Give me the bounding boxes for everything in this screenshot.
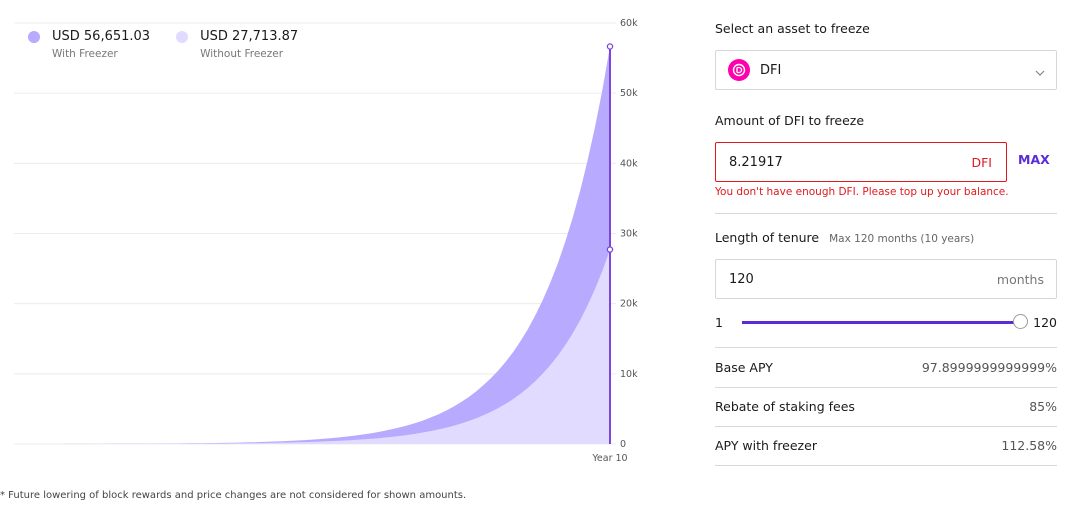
divider xyxy=(715,426,1057,427)
dfi-token-icon xyxy=(728,59,750,81)
legend-without-freezer-value: USD 27,713.87 xyxy=(200,29,299,44)
with-freezer-area xyxy=(14,46,610,444)
y-tick-label: 0 xyxy=(620,439,626,450)
legend-without-freezer-swatch xyxy=(176,31,189,43)
legend-with-freezer: USD 56,651.03 With Freezer xyxy=(28,28,150,60)
y-axis-ticks: 0 10k 20k 30k 40k 50k 60k xyxy=(620,18,638,450)
stat-value: 112.58% xyxy=(1001,438,1057,453)
divider xyxy=(715,387,1057,388)
stat-apy-with-freezer: APY with freezer 112.58% xyxy=(715,438,1057,453)
amount-input-value[interactable]: 8.21917 xyxy=(729,154,783,170)
y-tick-label: 10k xyxy=(620,369,638,380)
tenure-unit: months xyxy=(996,271,1044,287)
stat-value: 85% xyxy=(1029,399,1057,414)
divider xyxy=(715,347,1057,348)
stat-value: 97.8999999999999% xyxy=(921,360,1057,375)
chart-grid xyxy=(14,22,616,445)
tenure-hint: Max 120 months (10 years) xyxy=(829,233,975,245)
asset-select-value: DFI xyxy=(760,62,782,78)
slider-max-label: 120 xyxy=(1033,315,1057,330)
legend-without-freezer: USD 27,713.87 Without Freezer xyxy=(176,28,298,60)
tenure-slider[interactable]: 1 120 xyxy=(715,312,1057,334)
stat-label: APY with freezer xyxy=(715,438,817,453)
with-freezer-marker xyxy=(606,43,614,50)
amount-label: Amount of DFI to freeze xyxy=(715,113,865,128)
divider xyxy=(715,213,1057,214)
tenure-label: Length of tenure xyxy=(715,230,820,245)
growth-chart: 0 10k 20k 30k 40k 50k 60k Year 10 xyxy=(14,18,638,464)
x-axis-label-end: Year 10 xyxy=(591,453,627,464)
tenure-input[interactable]: 120 months xyxy=(715,259,1057,299)
slider-thumb[interactable] xyxy=(1013,314,1028,329)
asset-select[interactable]: DFI xyxy=(715,50,1057,90)
legend-with-freezer-value: USD 56,651.03 xyxy=(52,29,151,44)
y-tick-label: 50k xyxy=(620,88,638,99)
without-freezer-marker xyxy=(606,246,614,253)
legend-without-freezer-label: Without Freezer xyxy=(200,48,284,60)
without-freezer-area xyxy=(14,249,610,444)
amount-error-message: You don't have enough DFI. Please top up… xyxy=(715,186,1009,198)
slider-min-label: 1 xyxy=(715,315,723,330)
amount-unit: DFI xyxy=(971,154,992,170)
y-tick-label: 40k xyxy=(620,158,638,169)
divider xyxy=(715,465,1057,466)
chart-legend: USD 56,651.03 With Freezer USD 27,713.87… xyxy=(28,28,298,60)
tenure-label-row: Length of tenure Max 120 months (10 years… xyxy=(715,230,974,245)
stat-staking-rebate: Rebate of staking fees 85% xyxy=(715,399,1057,414)
footnote: * Future lowering of block rewards and p… xyxy=(0,490,467,501)
slider-track[interactable] xyxy=(742,321,1020,324)
stat-label: Base APY xyxy=(715,360,773,375)
stat-base-apy: Base APY 97.8999999999999% xyxy=(715,360,1057,375)
max-button[interactable]: MAX xyxy=(1018,152,1050,167)
legend-with-freezer-label: With Freezer xyxy=(52,48,118,60)
chevron-down-icon xyxy=(1034,64,1046,83)
y-tick-label: 60k xyxy=(620,18,638,29)
slider-fill xyxy=(742,321,1020,324)
y-tick-label: 30k xyxy=(620,229,638,240)
asset-select-label: Select an asset to freeze xyxy=(715,21,870,36)
y-tick-label: 20k xyxy=(620,299,638,310)
stat-label: Rebate of staking fees xyxy=(715,399,855,414)
legend-with-freezer-swatch xyxy=(28,31,40,43)
tenure-input-value[interactable]: 120 xyxy=(729,271,754,287)
amount-input[interactable]: 8.21917 DFI xyxy=(715,142,1007,182)
